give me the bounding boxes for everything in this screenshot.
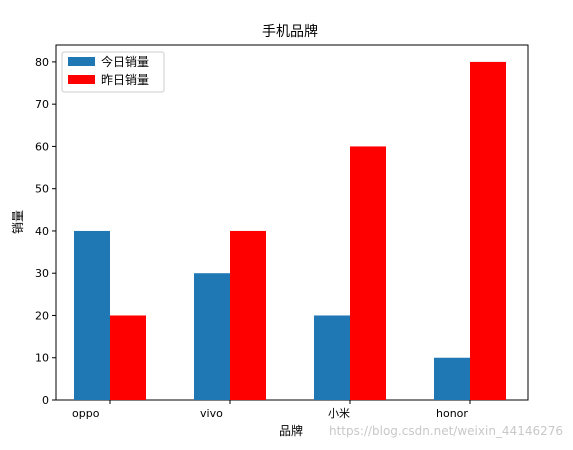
legend-swatch [68, 75, 95, 84]
legend-swatch [68, 57, 95, 66]
plot-frame [55, 44, 529, 401]
watermark: https://blog.csdn.net/weixin_44146276 [329, 424, 563, 438]
y-tick-label: 10 [35, 352, 49, 365]
bar-今日销量-小米 [314, 315, 350, 400]
y-tick-label: 0 [42, 394, 49, 407]
y-tick-label: 50 [35, 183, 49, 196]
bar-昨日销量-oppo [110, 315, 146, 400]
legend-entry: 昨日销量 [101, 73, 149, 87]
bar-今日销量-vivo [194, 273, 230, 400]
bar-昨日销量-vivo [230, 230, 266, 400]
x-tick-label: honor [436, 407, 468, 420]
y-tick-label: 20 [35, 309, 49, 322]
y-tick-label: 80 [35, 56, 49, 69]
x-tick-label: vivo [200, 407, 223, 420]
bar-昨日销量-小米 [350, 146, 386, 400]
y-tick-label: 70 [35, 98, 49, 111]
chart-title: 手机品牌 [262, 23, 318, 40]
x-axis-label: 品牌 [279, 424, 303, 438]
plot-area: 0 10 20 30 40 50 60 70 80 oppo vivo 小米 honor [35, 44, 529, 420]
y-axis: 0 10 20 30 40 50 60 70 80 [35, 56, 56, 407]
y-axis-label: 销量 [11, 210, 25, 234]
y-tick-label: 30 [35, 267, 49, 280]
x-axis: oppo vivo 小米 honor [72, 400, 471, 420]
bars-group [74, 61, 506, 401]
bar-昨日销量-honor [470, 61, 506, 401]
bar-今日销量-oppo [74, 230, 110, 400]
x-tick-label: oppo [72, 407, 100, 420]
y-tick-label: 60 [35, 140, 49, 153]
y-tick-label: 40 [35, 225, 49, 238]
legend-entry: 今日销量 [101, 54, 149, 69]
x-tick-label: 小米 [328, 407, 350, 420]
bar-今日销量-honor [434, 357, 470, 400]
